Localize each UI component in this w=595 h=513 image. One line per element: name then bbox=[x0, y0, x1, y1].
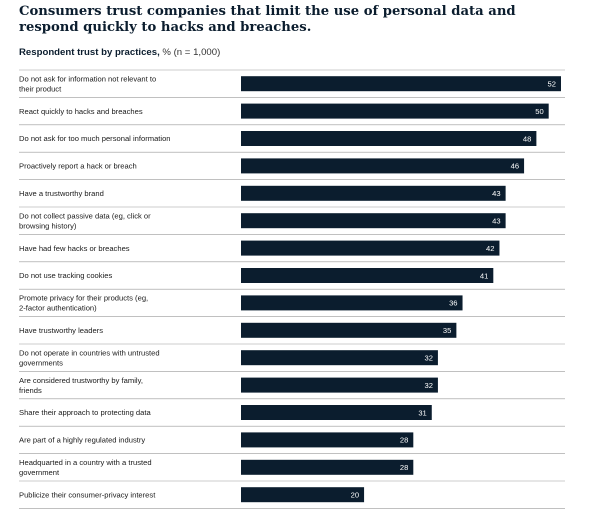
bar bbox=[241, 240, 500, 256]
bar-value-label: 46 bbox=[511, 162, 519, 171]
category-label: Share their approach to protecting data bbox=[19, 408, 151, 417]
bar bbox=[241, 322, 457, 338]
bar bbox=[241, 76, 561, 92]
category-label: Have a trustworthy brand bbox=[19, 189, 104, 198]
category-label: Do not operate in countries with untrust… bbox=[19, 348, 160, 367]
bar bbox=[241, 185, 506, 201]
bar bbox=[241, 350, 438, 366]
bar-value-label: 31 bbox=[418, 408, 426, 417]
bar bbox=[241, 405, 432, 420]
bar bbox=[241, 377, 438, 393]
bar-value-label: 52 bbox=[548, 80, 556, 89]
bar-value-label: 43 bbox=[492, 217, 500, 226]
category-label: Promote privacy for their products (eg, 2… bbox=[19, 294, 148, 313]
bar bbox=[241, 459, 414, 475]
chart-title: Consumers trust companies that limit the… bbox=[19, 4, 516, 35]
bar-value-label: 50 bbox=[535, 107, 543, 116]
bar bbox=[241, 432, 414, 448]
category-label: Do not ask for information not relevant … bbox=[19, 74, 156, 93]
subtitle-label: Respondent trust by practices, bbox=[19, 47, 160, 58]
chart-subtitle: Respondent trust by practices, % (n = 1,… bbox=[19, 47, 220, 58]
category-label: Publicize their consumer-privacy interes… bbox=[19, 490, 156, 499]
category-label: Headquarted in a country with a trusted g… bbox=[19, 458, 152, 477]
category-label: Are considered trustworthy by family, fri… bbox=[19, 376, 143, 395]
bar-value-label: 35 bbox=[443, 326, 451, 335]
bar-value-label: 32 bbox=[424, 354, 432, 363]
bar-value-label: 48 bbox=[523, 134, 531, 143]
bar-value-label: 42 bbox=[486, 244, 494, 253]
bar-value-label: 28 bbox=[400, 436, 408, 445]
category-label: Have had few hacks or breaches bbox=[19, 244, 130, 253]
bar bbox=[241, 295, 463, 311]
category-label: Do not collect passive data (eg, click o… bbox=[19, 211, 151, 230]
bar-value-label: 43 bbox=[492, 189, 500, 198]
subtitle-sample-note: % (n = 1,000) bbox=[159, 47, 221, 58]
bar-value-label: 36 bbox=[449, 299, 457, 308]
bar bbox=[241, 103, 549, 119]
bar-value-label: 41 bbox=[480, 271, 488, 280]
bar bbox=[241, 268, 494, 283]
bar bbox=[241, 158, 525, 174]
category-label: Have trustworthy leaders bbox=[19, 326, 103, 335]
category-label: Proactively report a hack or breach bbox=[19, 162, 137, 171]
bar-value-label: 32 bbox=[424, 381, 432, 390]
bar bbox=[241, 213, 506, 229]
category-label: Are part of a highly regulated industry bbox=[19, 436, 145, 445]
bar-value-label: 28 bbox=[400, 463, 408, 472]
bar bbox=[241, 487, 365, 503]
category-label: React quickly to hacks and breaches bbox=[19, 107, 143, 116]
bar bbox=[241, 131, 537, 146]
category-label: Do not ask for too much personal informa… bbox=[19, 134, 171, 143]
bar-value-label: 20 bbox=[351, 491, 359, 500]
category-label: Do not use tracking cookies bbox=[19, 271, 112, 280]
